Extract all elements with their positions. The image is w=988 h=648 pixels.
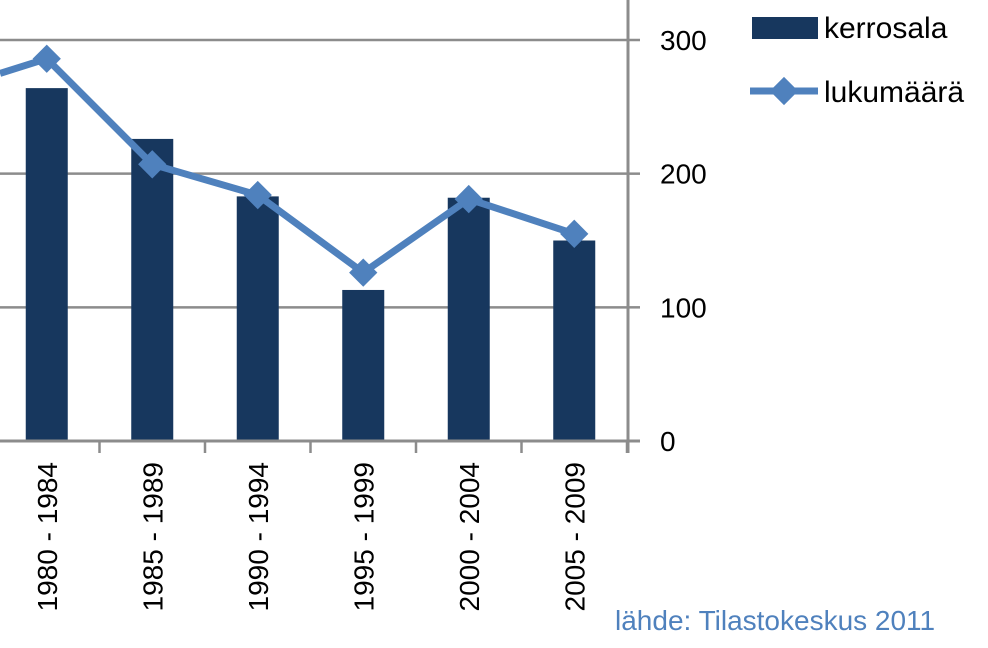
legend-swatch-lukumaara-marker xyxy=(769,76,799,106)
source-note: lähde: Tilastokeskus 2011 xyxy=(615,605,935,636)
line-marker-1980-1984 xyxy=(32,44,61,73)
bar-series-kerrosala xyxy=(25,88,596,442)
bar-1985-1989 xyxy=(131,138,174,441)
y-tick-label-300: 300 xyxy=(660,25,707,56)
bar-1980-1984 xyxy=(25,88,68,442)
legend-label-lukumaara: lukumäärä xyxy=(824,76,964,109)
x-tick-label-2005-2009: 2005 - 2009 xyxy=(559,462,590,611)
line-marker-1995-1999 xyxy=(349,258,378,287)
y-tick-label-100: 100 xyxy=(660,292,707,323)
x-tick-label-1985-1989: 1985 - 1989 xyxy=(137,462,168,611)
gridlines xyxy=(0,38,628,309)
x-tick-label-1995-1999: 1995 - 1999 xyxy=(348,462,379,611)
legend-label-kerrosala: kerrosala xyxy=(824,12,948,45)
x-tick-label-2000-2004: 2000 - 2004 xyxy=(454,462,485,611)
line-series-lukumaara xyxy=(0,44,589,287)
bar-2005-2009 xyxy=(553,240,596,441)
bar-1990-1994 xyxy=(236,196,279,441)
x-axis-tick-labels: 1980 - 1984 1985 - 1989 1990 - 1994 1995 - … xyxy=(32,462,591,611)
bar-2000-2004 xyxy=(447,197,490,441)
x-tick-label-1990-1994: 1990 - 1994 xyxy=(243,462,274,611)
y-tick-label-200: 200 xyxy=(660,159,707,190)
y-axis-tick-labels: 0 100 200 300 xyxy=(628,25,707,457)
line-marker-2005-2009 xyxy=(560,219,589,248)
x-axis-ticks xyxy=(98,441,629,453)
legend: kerrosala lukumäärä xyxy=(750,12,964,109)
x-tick-label-1980-1984: 1980 - 1984 xyxy=(32,462,63,611)
legend-swatch-kerrosala xyxy=(752,17,818,39)
bar-1995-1999 xyxy=(342,289,385,441)
y-tick-label-0: 0 xyxy=(660,426,676,457)
